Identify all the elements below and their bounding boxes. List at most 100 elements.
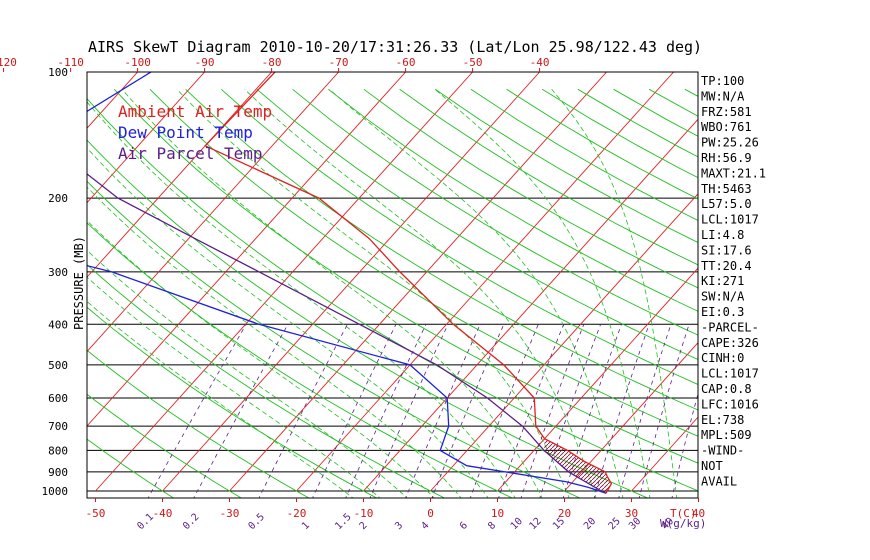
dry-adiabat-line — [185, 88, 698, 411]
mixing-ratio-line — [193, 324, 289, 498]
bottom-temp-tick-label: 20 — [558, 507, 571, 520]
isotherm-line — [95, 72, 473, 492]
stability-index-entry: RH:56.9 — [701, 151, 752, 165]
mixing-ratio-tick-label: 1 — [300, 520, 312, 532]
moist-adiabat-line — [329, 88, 624, 498]
stability-index-entry: SI:17.6 — [701, 243, 752, 257]
stability-index-entry: MW:N/A — [701, 89, 745, 103]
y-axis-label: PRESSURE (MB) — [72, 236, 86, 330]
top-temp-tick-label: -80 — [262, 56, 282, 69]
top-temp-tick-label: -60 — [396, 56, 416, 69]
stability-index-entry: LCL:1017 — [701, 367, 759, 381]
dry-adiabat-line — [87, 438, 175, 498]
moist-adiabat-line — [121, 89, 543, 498]
pressure-tick-label: 1000 — [42, 485, 69, 498]
x-axis-label: T(C) — [670, 507, 697, 520]
moist-adiabat-line — [176, 89, 570, 498]
dry-adiabat-line — [87, 264, 446, 498]
pressure-tick-label: 100 — [48, 66, 68, 79]
dry-adiabat-line — [328, 88, 698, 312]
isotherm-line — [229, 72, 607, 492]
dry-adiabat-line — [756, 89, 870, 500]
bottom-temp-tick-label: -40 — [153, 507, 173, 520]
mixing-ratio-tick-label: 1.5 — [333, 512, 354, 533]
bottom-temp-tick-label: 40 — [692, 507, 705, 520]
mixing-ratio-line — [638, 324, 690, 498]
top-temp-tick-label: -110 — [57, 56, 84, 69]
legend: Ambient Air Temp Dew Point Temp Air Parc… — [118, 102, 272, 163]
mixing-ratio-line — [405, 324, 481, 498]
stability-index-entry: LCL:1017 — [701, 213, 759, 227]
mixing-ratio-line — [539, 324, 601, 498]
bottom-temp-tick-label: -30 — [220, 507, 240, 520]
isotherm-line — [87, 72, 138, 129]
mixing-ratio-tick-label: 12 — [528, 516, 544, 532]
legend-ambient-temp: Ambient Air Temp — [118, 102, 272, 121]
mixing-ratio-tick-label: 25 — [607, 516, 623, 532]
legend-parcel-temp: Air Parcel Temp — [118, 144, 263, 163]
dry-adiabat-line — [434, 88, 698, 243]
mixing-ratio-tick-label: 0.2 — [181, 512, 202, 533]
bottom-temp-tick-label: 10 — [491, 507, 504, 520]
isotherm-line — [833, 72, 870, 491]
moist-adiabat-line — [87, 276, 381, 498]
isotherm-line — [87, 72, 406, 427]
dry-adiabat-line — [87, 180, 581, 498]
stability-index-entry: CAP:0.8 — [701, 382, 752, 396]
top-temp-tick-label: -120 — [0, 56, 17, 69]
isotherm-line — [430, 193, 698, 492]
isotherm-line — [87, 72, 205, 204]
pressure-tick-label: 600 — [48, 392, 68, 405]
mixing-ratio-line — [431, 324, 505, 498]
mixing-ratio-tick-label: 8 — [486, 520, 498, 532]
moist-adiabat-line — [87, 220, 435, 498]
moist-adiabat-line — [87, 301, 354, 498]
bottom-temp-tick-label: -20 — [287, 507, 307, 520]
mixing-ratio-tick-label: 10 — [509, 516, 525, 532]
dry-adiabat-line — [863, 89, 870, 500]
dry-adiabat-line — [399, 88, 698, 266]
bottom-temp-tick-label: -50 — [86, 507, 106, 520]
top-temp-tick-label: -90 — [195, 56, 215, 69]
moist-adiabat-line — [87, 186, 462, 498]
isotherm-line — [631, 416, 698, 492]
pressure-tick-label: 300 — [48, 266, 68, 279]
bottom-temp-tick-label: 30 — [625, 507, 638, 520]
dry-adiabat-line — [292, 88, 698, 336]
dry-adiabat-line — [87, 222, 514, 498]
stability-index-entry: WBO:761 — [701, 120, 752, 134]
bottom-temp-tick-label: 0 — [427, 507, 434, 520]
parcel-temp-line — [87, 173, 607, 494]
pressure-tick-label: 400 — [48, 318, 68, 331]
mixing-ratio-line — [345, 324, 427, 498]
mixing-ratio-line — [593, 324, 650, 498]
stability-index-entry: LFC:1016 — [701, 397, 759, 411]
mixing-ratio-tick-label: 4 — [420, 520, 432, 532]
pressure-tick-label: 700 — [48, 420, 68, 433]
stability-index-entry: MAXT:21.1 — [701, 166, 766, 180]
isotherm-line — [766, 72, 870, 491]
stability-index-entry: -PARCEL- — [701, 320, 759, 334]
stability-index-entry: EL:738 — [701, 413, 744, 427]
isotherm-line — [564, 341, 698, 492]
mixing-ratio-line — [312, 324, 397, 498]
dry-adiabat-line — [149, 88, 698, 437]
dry-adiabat-line — [87, 349, 310, 498]
stability-index-entry: TT:20.4 — [701, 259, 752, 273]
pressure-tick-label: 900 — [48, 466, 68, 479]
dry-adiabat-line — [256, 88, 698, 361]
stability-index-entry: L57:5.0 — [701, 197, 752, 211]
dry-adiabat-line — [113, 88, 698, 464]
dry-adiabat-line — [828, 89, 870, 500]
dew-point-line — [87, 72, 607, 494]
cape-shading — [544, 438, 612, 494]
pressure-tick-label: 800 — [48, 444, 68, 457]
moist-adiabat-line — [87, 249, 408, 498]
pressure-tick-label: 200 — [48, 192, 68, 205]
chart-title: AIRS SkewT Diagram 2010-10-20/17:31:26.3… — [88, 38, 702, 56]
stability-index-entry: MPL:509 — [701, 428, 752, 442]
stability-index-entry: LI:4.8 — [701, 228, 744, 242]
stability-index-entry: NOT — [701, 459, 723, 473]
dry-adiabat-line — [363, 88, 698, 289]
stability-index-entry: KI:271 — [701, 274, 744, 288]
